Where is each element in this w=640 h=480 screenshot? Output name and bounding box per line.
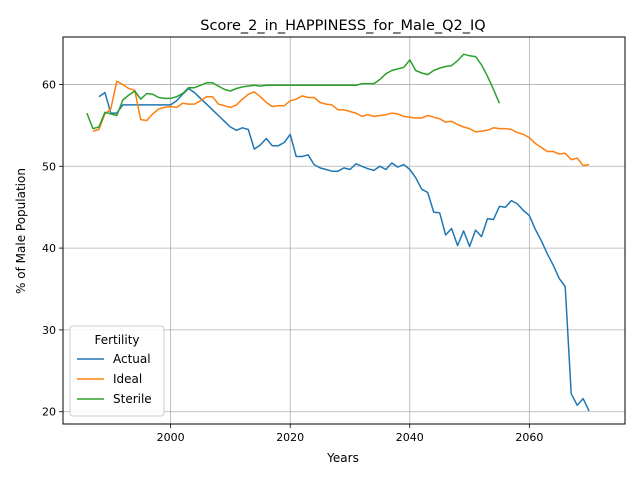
- series-line-sterile: [86, 53, 501, 130]
- x-axis-ticks: 2000 2020 2040 2060: [157, 424, 543, 444]
- legend-label-sterile: Sterile: [113, 392, 152, 406]
- y-axis-ticks: 20 30 40 50 60: [42, 78, 63, 419]
- y-axis-label: % of Male Population: [14, 168, 28, 294]
- series-line-ideal: [92, 80, 590, 167]
- series-lines: [86, 53, 590, 412]
- chart-title: Score_2_in_HAPPINESS_for_Male_Q2_IQ: [200, 18, 485, 34]
- legend-title: Fertility: [94, 333, 139, 347]
- x-tick-label: 2020: [276, 431, 304, 444]
- x-axis-label: Years: [326, 451, 359, 465]
- series-line-actual: [98, 87, 590, 412]
- x-tick-label: 2040: [396, 431, 424, 444]
- y-tick-label: 30: [42, 324, 56, 337]
- legend-box: [69, 325, 165, 417]
- plot-frame: [62, 36, 626, 425]
- y-tick-label: 50: [42, 160, 56, 173]
- legend-label-actual: Actual: [113, 352, 151, 366]
- y-tick-label: 60: [42, 78, 56, 91]
- x-tick-label: 2060: [515, 431, 543, 444]
- y-tick-label: 40: [42, 242, 56, 255]
- legend: Fertility Actual Ideal Sterile: [69, 325, 165, 417]
- legend-label-ideal: Ideal: [113, 372, 142, 386]
- x-tick-label: 2000: [157, 431, 185, 444]
- y-tick-label: 20: [42, 406, 56, 419]
